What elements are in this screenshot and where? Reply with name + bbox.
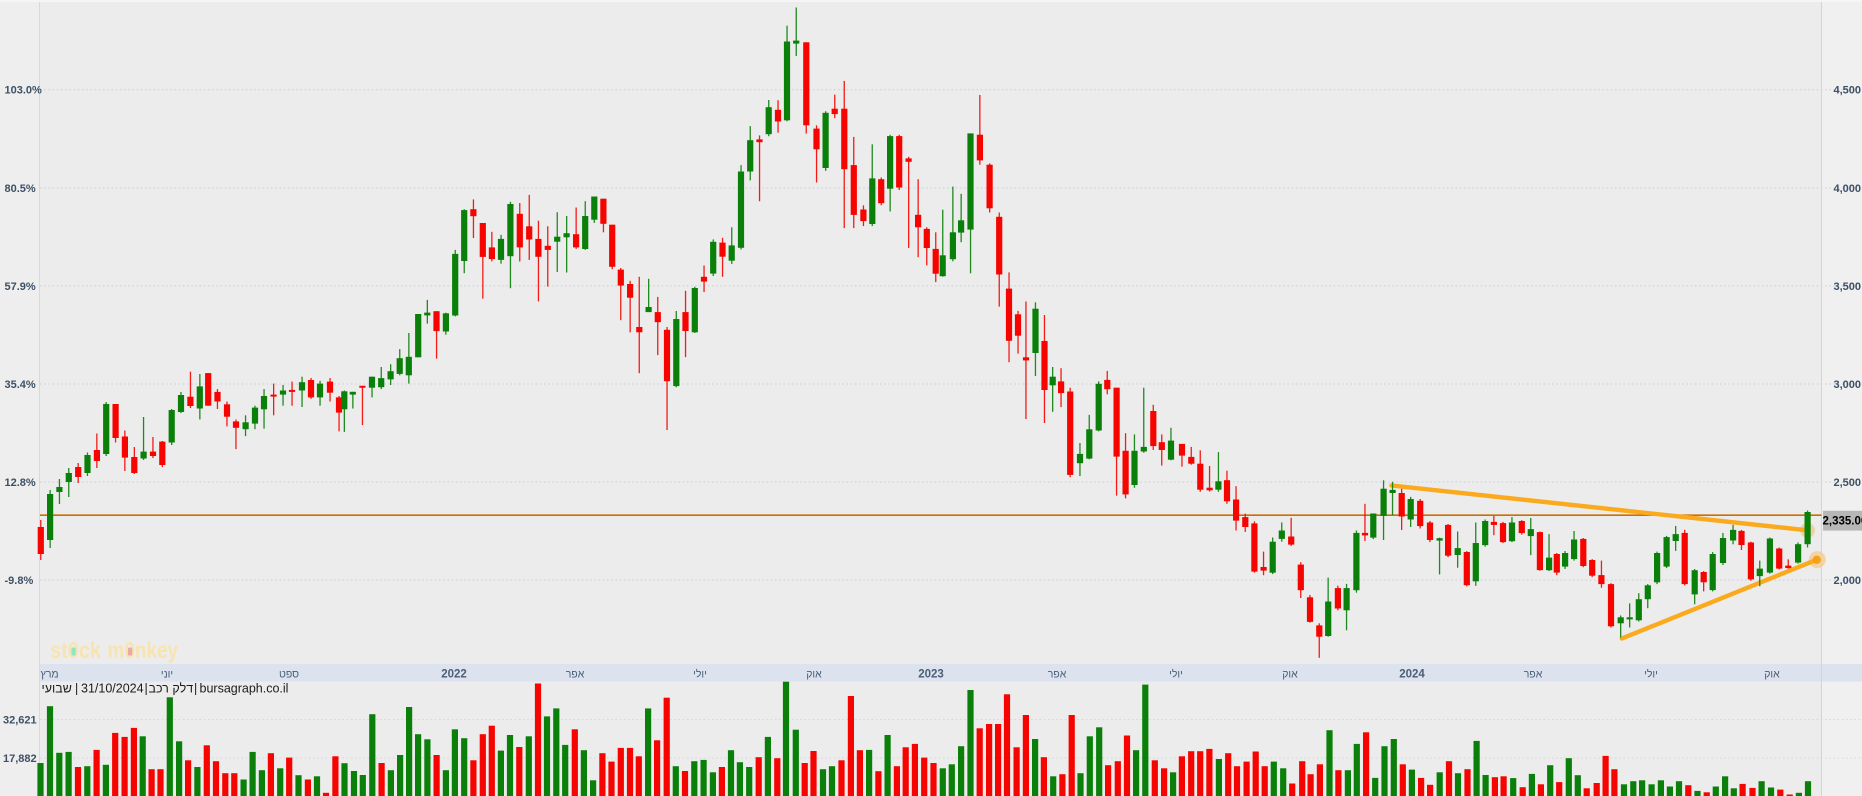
svg-text:2023: 2023: [918, 669, 944, 681]
svg-text:אפר: אפר: [566, 669, 585, 681]
svg-text:אוק: אוק: [806, 669, 822, 681]
svg-text:אפר: אפר: [1524, 669, 1543, 681]
svg-text:2,500: 2,500: [1834, 477, 1862, 489]
svg-text:4,500: 4,500: [1834, 85, 1862, 97]
svg-text:2022: 2022: [441, 669, 467, 681]
svg-text:אפר: אפר: [1048, 669, 1067, 681]
svg-text:|: |: [145, 682, 148, 696]
svg-text:bursagraph.co.il: bursagraph.co.il: [200, 682, 289, 696]
svg-text:ספט: ספט: [279, 669, 299, 681]
svg-text:מרץ: מרץ: [41, 669, 59, 681]
svg-text:דלק רכב: דלק רכב: [149, 682, 194, 696]
svg-text:3,000: 3,000: [1834, 379, 1862, 391]
svg-text:2024: 2024: [1399, 669, 1425, 681]
svg-text:31/10/2024: 31/10/2024: [81, 682, 144, 696]
svg-text:2,335.00: 2,335.00: [1823, 516, 1862, 528]
svg-text:|: |: [75, 682, 78, 696]
svg-text:57.9%: 57.9%: [5, 281, 36, 293]
svg-text:יולי: יולי: [1169, 669, 1183, 681]
svg-text:-9.8%: -9.8%: [5, 575, 34, 587]
svg-text:80.5%: 80.5%: [5, 183, 36, 195]
svg-text:יוני: יוני: [161, 669, 173, 681]
svg-text:|: |: [194, 682, 197, 696]
svg-text:שבועי: שבועי: [42, 682, 72, 696]
svg-text:32,621: 32,621: [3, 714, 37, 726]
svg-text:3,500: 3,500: [1834, 281, 1862, 293]
svg-text:12.8%: 12.8%: [5, 477, 36, 489]
svg-text:m0nkey: m0nkey: [108, 637, 179, 663]
svg-text:אוק: אוק: [1282, 669, 1298, 681]
svg-text:2,000: 2,000: [1834, 575, 1862, 587]
svg-text:17,882: 17,882: [3, 753, 37, 765]
svg-text:103.0%: 103.0%: [5, 85, 43, 97]
svg-text:יולי: יולי: [693, 669, 707, 681]
svg-text:יולי: יולי: [1644, 669, 1658, 681]
svg-text:אוק: אוק: [1764, 669, 1780, 681]
svg-text:4,000: 4,000: [1834, 183, 1862, 195]
svg-text:35.4%: 35.4%: [5, 379, 36, 391]
